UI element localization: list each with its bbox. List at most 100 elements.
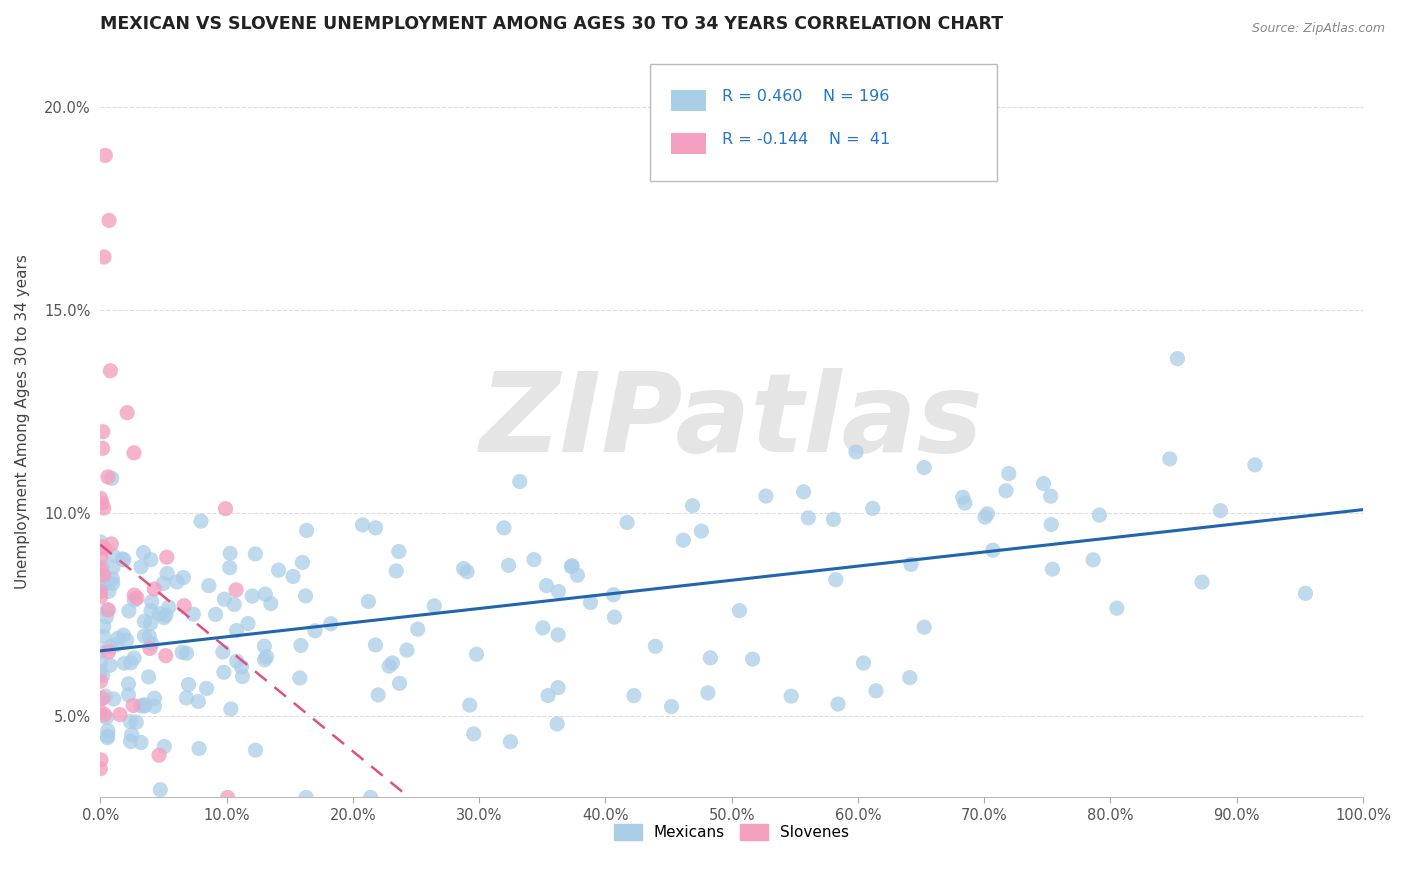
Point xyxy=(93,574,115,589)
Point xyxy=(89,584,111,599)
Point xyxy=(560,559,582,574)
Point xyxy=(139,604,162,618)
Point xyxy=(218,560,240,574)
Point xyxy=(97,723,120,738)
Point xyxy=(981,543,1004,558)
Point xyxy=(183,607,205,622)
Point xyxy=(823,512,845,526)
Point xyxy=(319,616,342,631)
Point xyxy=(367,688,389,702)
Point xyxy=(120,714,142,729)
Point xyxy=(125,591,148,606)
Point xyxy=(97,603,120,617)
Point xyxy=(108,707,131,722)
Point xyxy=(1166,351,1188,366)
Point xyxy=(90,692,112,706)
Point xyxy=(134,698,156,712)
Point xyxy=(498,558,520,573)
Point xyxy=(295,790,318,805)
Point xyxy=(395,643,418,657)
Point xyxy=(101,572,124,586)
Point xyxy=(699,650,721,665)
Point xyxy=(364,638,387,652)
Point xyxy=(118,604,141,618)
Point xyxy=(98,658,121,673)
Point xyxy=(89,656,111,670)
Point xyxy=(94,689,117,703)
Point xyxy=(357,594,380,608)
Point xyxy=(499,734,522,748)
Point xyxy=(865,683,887,698)
Point xyxy=(256,649,278,664)
Point xyxy=(852,656,875,670)
Point xyxy=(1105,601,1128,615)
Point xyxy=(129,698,152,713)
Point xyxy=(225,582,247,597)
Point xyxy=(139,616,162,631)
Point xyxy=(90,590,112,604)
Legend: Mexicans, Slovenes: Mexicans, Slovenes xyxy=(609,818,855,847)
Point xyxy=(260,597,283,611)
Point xyxy=(98,640,121,654)
Point xyxy=(122,651,145,665)
Point xyxy=(352,517,374,532)
Point xyxy=(780,689,803,703)
Point xyxy=(98,364,121,378)
Point xyxy=(101,549,124,563)
Point xyxy=(458,698,481,712)
Point xyxy=(176,690,198,705)
Point xyxy=(120,734,142,748)
Point xyxy=(245,547,267,561)
Point xyxy=(231,669,253,683)
Point xyxy=(89,705,111,719)
Point xyxy=(1209,503,1232,517)
Point xyxy=(225,624,247,638)
Point xyxy=(204,607,226,622)
Point xyxy=(994,483,1017,498)
Point xyxy=(97,645,120,659)
Point xyxy=(132,545,155,559)
Point xyxy=(579,596,602,610)
Point xyxy=(90,753,112,767)
Point xyxy=(156,566,179,581)
Point xyxy=(453,561,475,575)
Point xyxy=(115,406,138,420)
Point xyxy=(117,688,139,702)
Point xyxy=(90,491,112,506)
Point xyxy=(138,630,160,644)
Point xyxy=(149,782,172,797)
Point xyxy=(364,521,387,535)
Point xyxy=(124,588,146,602)
Point xyxy=(304,624,326,638)
Point xyxy=(188,741,211,756)
Point xyxy=(1040,517,1063,532)
Point xyxy=(143,582,166,596)
Point xyxy=(827,697,849,711)
Point xyxy=(172,570,194,584)
Point xyxy=(672,533,695,548)
Point xyxy=(824,573,846,587)
Point xyxy=(463,727,485,741)
Point xyxy=(195,681,218,696)
Point xyxy=(101,560,124,574)
Point xyxy=(616,516,638,530)
Point xyxy=(547,628,569,642)
Point xyxy=(103,692,125,706)
Bar xyxy=(671,90,706,112)
Point xyxy=(89,762,111,776)
Point xyxy=(1042,562,1064,576)
Point xyxy=(143,699,166,714)
Point xyxy=(98,213,121,227)
Point xyxy=(111,552,134,566)
Point xyxy=(360,790,382,805)
Point xyxy=(378,659,401,673)
Point xyxy=(253,653,276,667)
Point xyxy=(212,665,235,680)
Point xyxy=(149,607,172,621)
Point xyxy=(138,670,160,684)
Point xyxy=(121,728,143,742)
Point xyxy=(547,584,569,599)
Point xyxy=(173,599,195,613)
Point xyxy=(91,570,114,584)
Text: MEXICAN VS SLOVENE UNEMPLOYMENT AMONG AGES 30 TO 34 YEARS CORRELATION CHART: MEXICAN VS SLOVENE UNEMPLOYMENT AMONG AG… xyxy=(100,15,1004,33)
